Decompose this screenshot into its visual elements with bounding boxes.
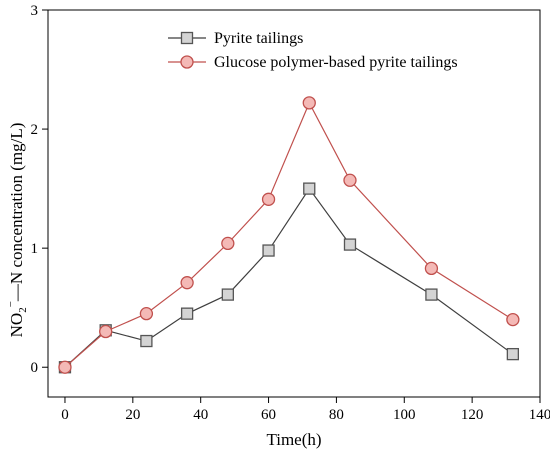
series-0-point-4 (221, 288, 234, 301)
series-0-point-6 (303, 182, 316, 195)
legend-entry-0: Pyrite tailings (168, 30, 303, 47)
series-0 (58, 182, 520, 374)
series-0-point-7 (343, 238, 357, 251)
legend: Pyrite tailings Glucose polymer-based pyr… (168, 30, 458, 71)
series-1-point-7 (343, 173, 357, 187)
series-1-point-6 (302, 96, 316, 110)
y-tick-label-0: 0 (31, 360, 39, 376)
series-0-point-3 (180, 307, 194, 320)
legend-marker-1 (180, 55, 194, 69)
ticks: 0 20 40 60 80 100 120 140 0 1 2 3 (31, 3, 550, 423)
series-layer (58, 96, 520, 374)
legend-entry-1: Glucose polymer-based pyrite tailings (168, 54, 458, 71)
series-1-point-1 (99, 324, 113, 339)
x-tick-label-0: 0 (61, 407, 69, 423)
plot-frame (47, 9, 541, 398)
series-1-point-8 (424, 261, 439, 276)
y-axis-title-sub: 2 (17, 307, 29, 313)
x-tick-label-5: 100 (393, 407, 416, 423)
y-axis-title: NO2−—N concentration (mg/L) (5, 123, 29, 338)
series-1-point-3 (180, 276, 194, 290)
series-1-line (64, 101, 514, 368)
series-1-point-4 (221, 236, 235, 251)
series-1 (58, 96, 520, 374)
series-0-point-9 (506, 347, 520, 361)
y-axis-title-sup: − (5, 301, 17, 307)
legend-label-0: Pyrite tailings (214, 30, 303, 47)
x-tick-label-1: 20 (125, 407, 140, 423)
x-tick-label-6: 120 (461, 407, 484, 423)
series-1-point-9 (506, 312, 520, 327)
series-0-point-2 (140, 334, 153, 348)
y-tick-label-1: 1 (31, 241, 39, 257)
y-axis-title-base: NO (7, 313, 26, 338)
series-1-point-0 (58, 360, 72, 374)
y-tick-label-3: 3 (31, 3, 39, 19)
series-0-point-8 (425, 288, 438, 301)
legend-label-1: Glucose polymer-based pyrite tailings (214, 54, 458, 71)
y-axis-title-rest: —N concentration (mg/L) (7, 123, 26, 302)
series-0-point-5 (262, 244, 275, 257)
x-tick-label-2: 40 (193, 407, 208, 423)
legend-marker-0 (180, 31, 194, 45)
x-axis-title: Time(h) (266, 430, 321, 449)
x-tick-label-4: 80 (329, 407, 344, 423)
series-0-line (64, 187, 514, 368)
x-tick-label-3: 60 (261, 407, 276, 423)
series-1-point-2 (139, 306, 154, 321)
series-1-point-5 (261, 192, 276, 206)
y-tick-label-2: 2 (31, 122, 39, 138)
x-tick-label-7: 140 (529, 407, 550, 423)
